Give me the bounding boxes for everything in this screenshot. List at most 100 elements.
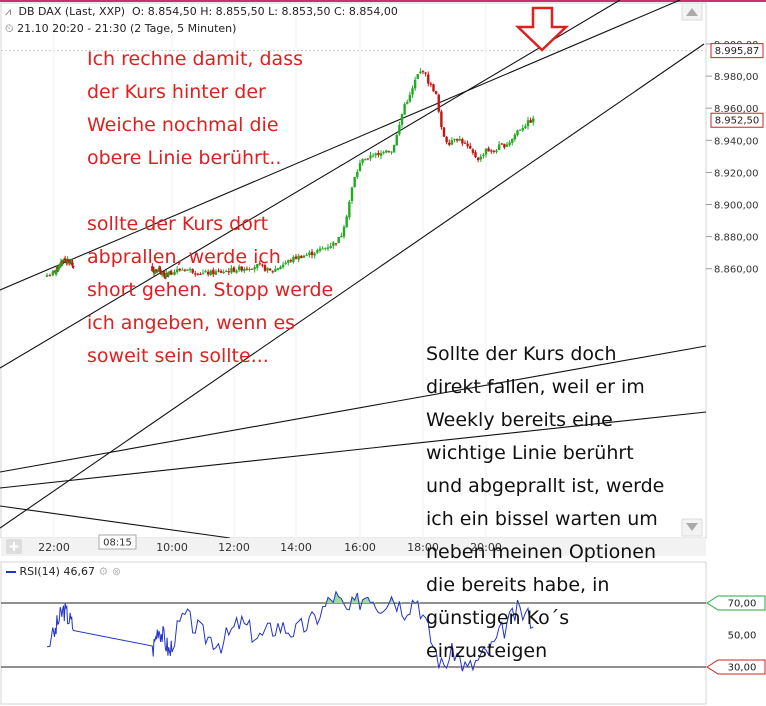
candle-body bbox=[424, 72, 427, 74]
candle-body bbox=[261, 264, 264, 266]
candle-body bbox=[453, 138, 456, 140]
candle-body bbox=[287, 260, 290, 263]
candle-body bbox=[204, 271, 207, 273]
candle-body bbox=[289, 260, 293, 262]
candle-body bbox=[201, 272, 205, 274]
candle-body bbox=[51, 271, 55, 276]
time-axis-band bbox=[1, 538, 706, 556]
range-row: ⏲ 21.10 20:20 - 21:30 (2 Tage, 5 Minuten… bbox=[5, 22, 236, 36]
candle-body bbox=[524, 126, 527, 129]
candle-body bbox=[279, 266, 282, 270]
candle-body bbox=[183, 269, 187, 271]
candle-body bbox=[395, 135, 398, 146]
clock-icon: ⏲ bbox=[5, 22, 14, 35]
trendline[interactable] bbox=[0, 411, 707, 489]
candle-body bbox=[455, 138, 459, 141]
candle-body bbox=[313, 253, 316, 256]
candle-body bbox=[448, 142, 451, 145]
candle-body bbox=[214, 271, 218, 275]
trendline[interactable] bbox=[0, 505, 231, 539]
candle-body bbox=[513, 134, 517, 140]
candle-body bbox=[476, 157, 480, 161]
candle-body bbox=[469, 145, 472, 149]
candle-body bbox=[292, 257, 295, 263]
rsi-label: RSI(14) bbox=[19, 565, 60, 578]
candle-body bbox=[484, 148, 488, 155]
candle-body bbox=[334, 243, 338, 245]
annotation-line: Weekly bereits eine bbox=[426, 409, 613, 431]
trendline[interactable] bbox=[0, 345, 707, 473]
annotation-line: Weiche nochmal die bbox=[87, 114, 279, 136]
candle-body bbox=[437, 94, 440, 112]
candle-body bbox=[219, 271, 223, 273]
candle-body bbox=[276, 268, 280, 270]
candle-body bbox=[284, 262, 287, 264]
x-tick-label: 22:00 bbox=[38, 541, 70, 554]
candle-body bbox=[358, 163, 362, 172]
candle-body bbox=[326, 247, 330, 249]
rsi-close-icon[interactable]: ⊗ bbox=[111, 565, 122, 578]
candle-body bbox=[199, 273, 202, 275]
candle-body bbox=[194, 273, 197, 275]
rsi-header: RSI(14) 46,67 ⚙ ⊗ bbox=[6, 565, 121, 578]
candle-body bbox=[59, 263, 62, 268]
y-tick-label: 8.900,00 bbox=[714, 201, 759, 212]
candle-body bbox=[308, 252, 311, 255]
annotation-line: direkt fallen, weil er im bbox=[426, 376, 645, 398]
annotation-line: und abgeprallt ist, werde bbox=[426, 475, 665, 497]
annotation-line: ich angeben, wenn es bbox=[87, 312, 296, 334]
price-panel[interactable]: 9.000,008.980,008.960,008.940,008.920,00… bbox=[0, 0, 764, 539]
candle-body bbox=[274, 269, 277, 272]
chart-type-icon[interactable]: ⩘ bbox=[5, 5, 12, 18]
x-tick-label: 18:00 bbox=[407, 541, 439, 554]
candle-body bbox=[505, 144, 509, 147]
rsi-overbought-fill bbox=[365, 597, 368, 603]
candle-body bbox=[492, 150, 496, 152]
candle-body bbox=[186, 269, 189, 271]
add-panel-icon[interactable] bbox=[6, 539, 22, 554]
candle-body bbox=[503, 143, 506, 148]
candle-body bbox=[263, 265, 267, 271]
price-y-axis: 9.000,008.980,008.960,008.940,008.920,00… bbox=[706, 40, 759, 276]
candle-body bbox=[170, 273, 174, 275]
candle-body bbox=[416, 74, 419, 79]
scroll-up-icon[interactable] bbox=[681, 2, 703, 21]
y-tick-label: 8.880,00 bbox=[714, 233, 759, 244]
candle-body bbox=[157, 268, 161, 271]
trendlines[interactable] bbox=[0, 0, 707, 539]
candle-body bbox=[268, 268, 272, 271]
annotation-line: short gehen. Stopp werde bbox=[87, 279, 334, 301]
candle-body bbox=[458, 139, 461, 141]
annotation-line: Ich rechne damit, dass bbox=[87, 48, 303, 70]
candle-body bbox=[479, 156, 482, 160]
trendline[interactable] bbox=[0, 43, 705, 529]
rsi-tick-label: 70,00 bbox=[728, 599, 757, 610]
candle-body bbox=[490, 150, 493, 152]
price-plot-area bbox=[0, 2, 707, 539]
candle-body bbox=[300, 255, 303, 259]
trendline[interactable] bbox=[0, 0, 681, 291]
rsi-overbought-fill bbox=[336, 591, 339, 603]
candle-body bbox=[173, 271, 176, 275]
scroll-down-icon[interactable] bbox=[681, 518, 703, 537]
rsi-tick-label: 50,00 bbox=[728, 631, 757, 642]
candle-body bbox=[379, 153, 383, 156]
trendline[interactable] bbox=[0, 0, 621, 369]
candle-body bbox=[400, 114, 404, 125]
candle-body bbox=[45, 275, 49, 277]
candle-body bbox=[342, 226, 346, 237]
candle-body bbox=[256, 263, 259, 268]
candle-body bbox=[165, 273, 168, 277]
rsi-panel[interactable]: 70,00 50,00 30,00 bbox=[0, 561, 766, 705]
candle-body bbox=[240, 266, 243, 271]
rsi-settings-icon[interactable]: ⚙ bbox=[98, 565, 109, 578]
x-tick-label: 12:00 bbox=[218, 541, 250, 554]
annotation-line: ich ein bissel warten um bbox=[426, 508, 658, 530]
candle-body bbox=[212, 269, 215, 275]
candle-body bbox=[511, 138, 514, 143]
candle-body bbox=[387, 151, 391, 153]
candle-body bbox=[281, 264, 285, 268]
candle-body bbox=[159, 269, 162, 273]
candle-body bbox=[385, 150, 388, 153]
